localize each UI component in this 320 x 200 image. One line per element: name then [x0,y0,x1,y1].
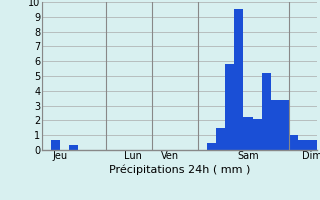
Bar [299,140,308,150]
Bar [225,64,234,150]
Bar [207,143,216,150]
Bar [252,119,262,150]
Bar [271,100,280,150]
Bar [308,140,317,150]
Bar [216,128,225,150]
Bar [69,145,78,150]
Bar [244,117,252,150]
Bar [234,9,244,150]
X-axis label: Précipitations 24h ( mm ): Précipitations 24h ( mm ) [108,164,250,175]
Bar [262,73,271,150]
Bar [280,100,289,150]
Bar [289,135,299,150]
Bar [51,140,60,150]
